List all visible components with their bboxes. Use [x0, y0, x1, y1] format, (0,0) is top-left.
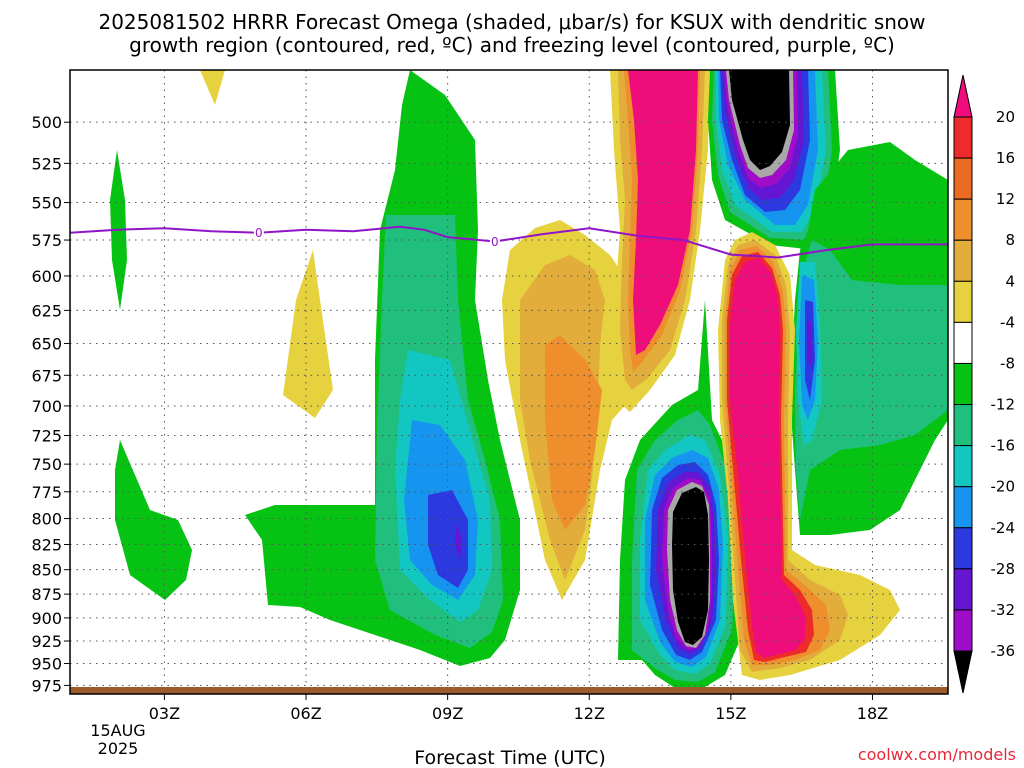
y-tick-label: 850 [31, 561, 62, 580]
colorbar-label: -12 [991, 396, 1016, 414]
y-tick-label: 800 [31, 510, 62, 529]
colorbar-swatch [953, 157, 973, 200]
y-tick-label: 875 [31, 585, 62, 604]
colorbar-swatch [953, 609, 973, 652]
freezing-level-label: 0 [255, 226, 263, 240]
y-tick-label: 925 [31, 632, 62, 651]
x-tick-label: 15Z [715, 704, 746, 723]
chart-title-line-2: growth region (contoured, red, ºC) and f… [129, 33, 895, 57]
credit-text: coolwx.com/models [858, 745, 1016, 764]
colorbar-top-arrow [953, 74, 973, 118]
x-axis-year-label: 2025 [98, 739, 139, 758]
y-tick-label: 600 [31, 267, 62, 286]
colorbar-label: -4 [1000, 313, 1015, 331]
omega-region [115, 440, 192, 600]
y-axis: 500 525 550 575 600 625 650 675 700 725 750 775 800 8… [31, 113, 70, 695]
omega-region [455, 525, 462, 560]
x-axis-title: Forecast Time (UTC) [414, 747, 605, 768]
y-tick-label: 750 [31, 455, 62, 474]
grid-lines [70, 70, 948, 694]
colorbar-label: -28 [991, 560, 1016, 578]
omega-region [545, 335, 602, 530]
omega-region [628, 70, 698, 355]
plot-frame [69, 69, 949, 695]
colorbar: 20 16 12 8 4 -4 -8 -12 -16 -20 -24 -28 -32 -36 [953, 74, 1016, 694]
y-tick-label: 500 [31, 113, 62, 132]
colorbar-label: 16 [996, 149, 1015, 167]
omega-region [729, 70, 790, 170]
freezing-level-line [70, 225, 948, 259]
y-tick-label: 625 [31, 301, 62, 320]
colorbar-swatch [953, 404, 973, 447]
y-tick-label: 675 [31, 366, 62, 385]
colorbar-bottom-arrow [953, 650, 973, 694]
colorbar-swatch [953, 362, 973, 406]
y-tick-label: 900 [31, 609, 62, 628]
x-tick-label: 18Z [857, 704, 888, 723]
omega-shading [110, 70, 948, 690]
colorbar-swatch [953, 280, 973, 323]
y-tick-label: 775 [31, 483, 62, 502]
x-axis: 03Z 06Z 09Z 12Z 15Z 18Z [149, 694, 888, 723]
colorbar-label: 8 [1005, 231, 1015, 249]
y-tick-label: 550 [31, 194, 62, 213]
colorbar-label: -20 [991, 478, 1016, 496]
x-tick-label: 12Z [574, 704, 605, 723]
y-tick-label: 825 [31, 536, 62, 555]
colorbar-swatch [953, 116, 973, 159]
chart-title-line-1: 2025081502 HRRR Forecast Omega (shaded, … [98, 10, 925, 34]
omega-region [730, 258, 805, 658]
colorbar-swatch [953, 568, 973, 611]
freezing-level-label: 0 [491, 235, 499, 249]
freezing-level-label-bg [253, 225, 264, 240]
x-tick-label: 06Z [290, 704, 321, 723]
ground-surface [70, 687, 948, 694]
omega-region [672, 487, 709, 645]
y-tick-label: 950 [31, 654, 62, 673]
colorbar-label: 20 [996, 108, 1015, 126]
colorbar-label: 4 [1005, 272, 1015, 290]
colorbar-label: -8 [1000, 354, 1015, 372]
colorbar-label: -16 [991, 437, 1016, 455]
y-tick-label: 975 [31, 676, 62, 695]
y-tick-label: 575 [31, 231, 62, 250]
colorbar-swatch [953, 198, 973, 241]
colorbar-swatch [953, 486, 973, 529]
colorbar-label: -36 [991, 642, 1016, 660]
y-tick-label: 525 [31, 154, 62, 173]
y-tick-label: 650 [31, 334, 62, 353]
colorbar-swatch [953, 321, 973, 364]
x-tick-label: 03Z [149, 704, 180, 723]
omega-region [807, 320, 812, 370]
freezing-level-label-bg [489, 234, 500, 249]
freezing-level-labels: 00 [253, 225, 500, 249]
x-tick-label: 09Z [432, 704, 463, 723]
y-tick-label: 700 [31, 397, 62, 416]
colorbar-label: -24 [991, 519, 1016, 537]
colorbar-label: 12 [996, 190, 1015, 208]
y-tick-label: 725 [31, 427, 62, 446]
colorbar-label: -32 [991, 601, 1016, 619]
x-axis-date-label: 15AUG [90, 721, 145, 740]
colorbar-swatch [953, 239, 973, 282]
omega-region [200, 70, 225, 105]
colorbar-swatch [953, 445, 973, 488]
plot-area: 00 [70, 70, 948, 694]
colorbar-swatch [953, 527, 973, 570]
omega-region [283, 250, 333, 418]
